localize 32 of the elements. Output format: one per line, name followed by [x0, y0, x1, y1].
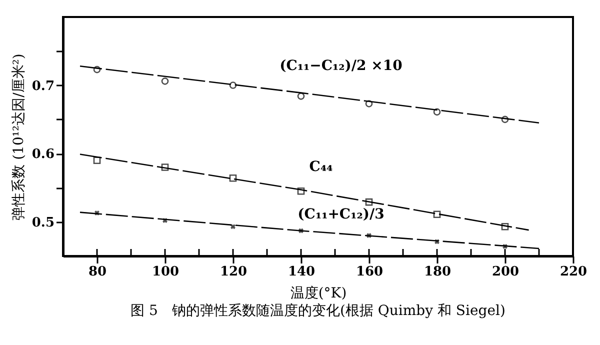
- y-tick-label: 0.5: [32, 215, 54, 230]
- x-axis-title: 温度(°K): [290, 286, 347, 302]
- point: [501, 116, 509, 124]
- series-label: C₄₄: [309, 159, 333, 176]
- point: [501, 222, 509, 230]
- point: [365, 198, 373, 206]
- series-label: (C₁₁+C₁₂)/3: [298, 206, 384, 223]
- x-tick-label: 100: [152, 264, 180, 280]
- point: [229, 174, 237, 182]
- y-tick-label: 0.7: [32, 78, 54, 94]
- point: [230, 224, 236, 230]
- point: [365, 100, 373, 108]
- point: [161, 78, 169, 85]
- y-axis-title: 弹性系数 (10¹²达因/厘米²): [10, 54, 27, 220]
- series-label: (C₁₁−C₁₂)/2 ×10: [280, 58, 403, 74]
- x-tick-label: 200: [492, 264, 520, 280]
- caption: 图 5 钠的弹性系数随温度的变化(根据 Quimby 和 Siegel): [130, 303, 506, 319]
- point: [93, 156, 101, 164]
- x-tick-label: 120: [220, 264, 248, 280]
- x-tick-label: 160: [356, 264, 384, 280]
- point: [161, 164, 169, 171]
- x-tick-label: 220: [560, 264, 588, 280]
- point: [229, 82, 237, 89]
- y-tick-label: 0.6: [32, 147, 54, 162]
- x-tick-label: 180: [424, 264, 452, 280]
- x-tick-label: 80: [88, 264, 107, 280]
- point: [297, 187, 305, 195]
- point: [433, 108, 441, 116]
- x-tick-label: 140: [288, 264, 316, 280]
- point: [297, 92, 305, 100]
- point: [93, 66, 101, 74]
- point: [433, 210, 441, 218]
